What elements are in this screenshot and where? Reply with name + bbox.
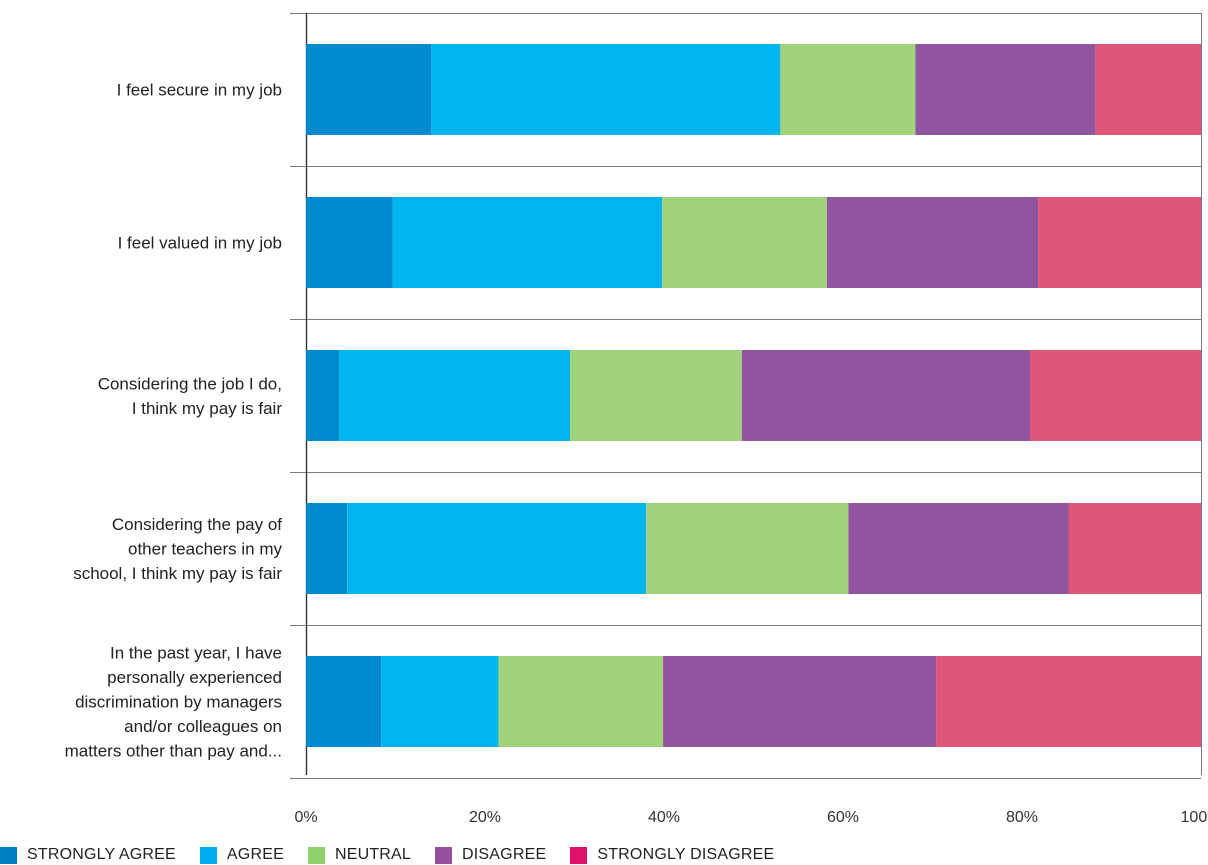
legend-label: AGREE <box>226 846 284 863</box>
legend-item: AGREE <box>199 846 284 864</box>
bar-segment-agree <box>431 44 781 135</box>
chart-bars <box>306 44 1201 747</box>
chart-legend: STRONGLY AGREE AGREE NEUTRAL DISAGREE STRONG… <box>0 845 774 865</box>
bar-segment-strongly-agree <box>306 656 382 747</box>
bar-segment-neutral <box>570 350 742 441</box>
bar-segment-strongly-agree <box>306 44 432 135</box>
bar-segment-neutral <box>780 44 916 135</box>
bar-segment-agree <box>392 197 663 288</box>
legend-item: STRONGLY DISAGREE <box>570 846 774 864</box>
bar-segment-agree <box>381 656 499 747</box>
bar-segment-disagree <box>826 197 1039 288</box>
bar-segment-disagree <box>663 656 937 747</box>
bar-segment-neutral <box>662 197 827 288</box>
bar-segment-strongly-disagree <box>1095 44 1201 135</box>
legend-swatch <box>199 846 217 864</box>
bar-segment-disagree <box>915 44 1096 135</box>
category-label: Considering the job I do, I think my pay … <box>98 374 283 418</box>
legend-item: DISAGREE <box>435 846 546 864</box>
x-axis-ticks: 0% 20% 40% 60% 80% 100% <box>294 809 1208 826</box>
category-label: In the past year, I have personally exper… <box>65 644 282 761</box>
bar-segment-neutral <box>498 656 664 747</box>
bar-segment-strongly-disagree <box>936 656 1201 747</box>
bar-segment-strongly-agree <box>306 503 348 594</box>
legend-label: STRONGLY DISAGREE <box>597 846 775 863</box>
legend-label: STRONGLY AGREE <box>27 846 176 863</box>
legend-swatch <box>307 846 325 864</box>
category-label: I feel valued in my job <box>118 234 282 253</box>
legend-label: NEUTRAL <box>334 846 412 863</box>
x-tick-label: 40% <box>648 809 680 826</box>
x-tick-label: 80% <box>1006 809 1038 826</box>
legend-item: NEUTRAL <box>307 846 412 864</box>
legend-label: DISAGREE <box>462 846 547 863</box>
bar-segment-strongly-disagree <box>1068 503 1201 594</box>
category-label: I feel secure in my job <box>117 81 282 100</box>
category-labels: I feel secure in my job I feel valued in … <box>65 81 283 761</box>
bar-segment-strongly-agree <box>306 197 393 288</box>
category-label: Considering the pay of other teachers in … <box>73 515 282 583</box>
bar-segment-neutral <box>646 503 849 594</box>
legend-swatch <box>0 846 17 864</box>
x-tick-label: 60% <box>827 809 859 826</box>
bar-segment-agree <box>339 350 571 441</box>
legend-swatch <box>435 846 453 864</box>
legend-swatch <box>570 846 588 864</box>
bar-segment-strongly-agree <box>306 350 340 441</box>
bar-segment-strongly-disagree <box>1038 197 1201 288</box>
bar-segment-disagree <box>848 503 1069 594</box>
bar-segment-strongly-disagree <box>1030 350 1201 441</box>
legend-item: STRONGLY AGREE <box>0 846 176 864</box>
stacked-bar-chart: I feel secure in my job I feel valued in … <box>65 13 1208 826</box>
bar-segment-disagree <box>741 350 1031 441</box>
bar-segment-agree <box>347 503 647 594</box>
x-tick-label: 100% <box>1181 809 1208 826</box>
x-tick-label: 20% <box>469 809 501 826</box>
x-tick-label: 0% <box>294 809 317 826</box>
